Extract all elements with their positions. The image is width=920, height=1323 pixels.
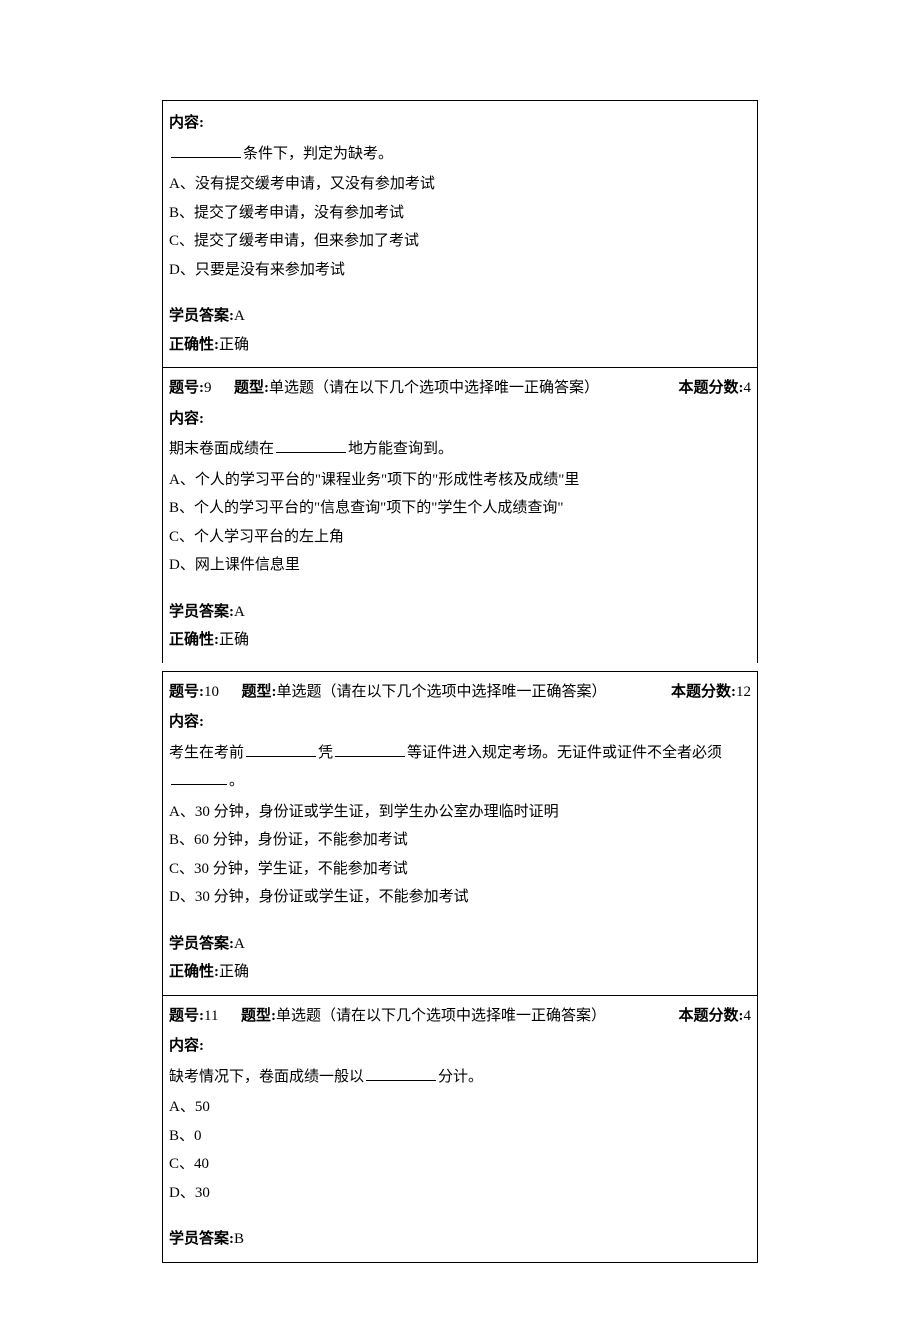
question-header: 题号:10 题型:单选题（请在以下几个选项中选择唯一正确答案） 本题分数:12 xyxy=(169,678,751,707)
question-header: 题号:11 题型:单选题（请在以下几个选项中选择唯一正确答案） 本题分数:4 xyxy=(169,1002,751,1031)
content-label: 内容: xyxy=(169,109,751,138)
stem-text: 条件下，判定为缺考。 xyxy=(243,146,393,162)
correctness-label: 正确性: xyxy=(169,632,219,648)
blank-field xyxy=(366,1066,436,1081)
student-answer-value: B xyxy=(234,1231,244,1247)
points-value: 4 xyxy=(744,1008,752,1024)
blank-field xyxy=(171,143,241,158)
content-label: 内容: xyxy=(169,708,751,737)
stem-suffix: 分计。 xyxy=(438,1069,483,1085)
option-d: D、网上课件信息里 xyxy=(169,551,751,580)
student-answer-value: A xyxy=(234,604,245,620)
student-answer-value: A xyxy=(234,936,245,952)
question-header: 题号:9 题型:单选题（请在以下几个选项中选择唯一正确答案） 本题分数:4 xyxy=(169,374,751,403)
question-type-label: 题型: xyxy=(241,1008,276,1024)
stem-part-3: 等证件进入规定考场。无证件或证件不全者必须 xyxy=(407,745,722,761)
header-left: 题号:10 题型:单选题（请在以下几个选项中选择唯一正确答案） xyxy=(169,678,607,707)
points-label: 本题分数: xyxy=(679,1008,744,1024)
blank-field xyxy=(171,770,227,785)
option-b: B、0 xyxy=(169,1122,751,1151)
question-box-9: 题号:9 题型:单选题（请在以下几个选项中选择唯一正确答案） 本题分数:4 内容… xyxy=(162,367,758,663)
option-a: A、没有提交缓考申请，又没有参加考试 xyxy=(169,170,751,199)
question-stem: 考生在考前 凭 等证件进入规定考场。无证件或证件不全者必须。 xyxy=(169,739,751,796)
question-no-value: 11 xyxy=(204,1008,218,1024)
option-c: C、30 分钟，学生证，不能参加考试 xyxy=(169,855,751,884)
points-label: 本题分数: xyxy=(679,380,744,396)
student-answer-row: 学员答案:A xyxy=(169,302,751,331)
question-box-10: 题号:10 题型:单选题（请在以下几个选项中选择唯一正确答案） 本题分数:12 … xyxy=(162,671,758,995)
correctness-label: 正确性: xyxy=(169,337,219,353)
question-type-label: 题型: xyxy=(234,380,269,396)
header-right: 本题分数:4 xyxy=(679,1002,752,1031)
option-a: A、个人的学习平台的"课程业务"项下的"形成性考核及成绩"里 xyxy=(169,466,751,495)
blank-field xyxy=(276,438,346,453)
question-stem: 条件下，判定为缺考。 xyxy=(169,140,751,169)
correctness-value: 正确 xyxy=(219,964,249,980)
options-list: A、50 B、0 C、40 D、30 xyxy=(169,1093,751,1207)
page-container: 内容: 条件下，判定为缺考。 A、没有提交缓考申请，又没有参加考试 B、提交了缓… xyxy=(0,0,920,1323)
student-answer-label: 学员答案: xyxy=(169,936,234,952)
question-box-11: 题号:11 题型:单选题（请在以下几个选项中选择唯一正确答案） 本题分数:4 内… xyxy=(162,995,758,1263)
blank-field xyxy=(335,742,405,757)
option-b: B、60 分钟，身份证，不能参加考试 xyxy=(169,826,751,855)
stem-prefix: 缺考情况下，卷面成绩一般以 xyxy=(169,1069,364,1085)
correctness-value: 正确 xyxy=(219,337,249,353)
student-answer-label: 学员答案: xyxy=(169,1231,234,1247)
question-type-label: 题型: xyxy=(242,684,277,700)
correctness-label: 正确性: xyxy=(169,964,219,980)
student-answer-label: 学员答案: xyxy=(169,308,234,324)
points-label: 本题分数: xyxy=(671,684,736,700)
option-d: D、30 xyxy=(169,1179,751,1208)
options-list: A、没有提交缓考申请，又没有参加考试 B、提交了缓考申请，没有参加考试 C、提交… xyxy=(169,170,751,284)
option-a: A、30 分钟，身份证或学生证，到学生办公室办理临时证明 xyxy=(169,798,751,827)
option-d: D、只要是没有来参加考试 xyxy=(169,256,751,285)
header-right: 本题分数:4 xyxy=(679,374,752,403)
header-left: 题号:9 题型:单选题（请在以下几个选项中选择唯一正确答案） xyxy=(169,374,599,403)
blank-field xyxy=(246,742,316,757)
box-gap xyxy=(162,663,758,671)
stem-prefix: 期末卷面成绩在 xyxy=(169,441,274,457)
header-right: 本题分数:12 xyxy=(671,678,751,707)
stem-suffix: 地方能查询到。 xyxy=(348,441,453,457)
correctness-value: 正确 xyxy=(219,632,249,648)
question-no-value: 9 xyxy=(204,380,212,396)
question-no-value: 10 xyxy=(204,684,219,700)
student-answer-label: 学员答案: xyxy=(169,604,234,620)
content-label: 内容: xyxy=(169,1032,751,1061)
stem-part-4: 。 xyxy=(229,773,244,789)
question-box-8: 内容: 条件下，判定为缺考。 A、没有提交缓考申请，又没有参加考试 B、提交了缓… xyxy=(162,100,758,367)
correctness-row: 正确性:正确 xyxy=(169,626,751,655)
stem-part-2: 凭 xyxy=(318,745,333,761)
option-d: D、30 分钟，身份证或学生证，不能参加考试 xyxy=(169,883,751,912)
correctness-row: 正确性:正确 xyxy=(169,331,751,360)
option-c: C、个人学习平台的左上角 xyxy=(169,523,751,552)
question-type-value: 单选题（请在以下几个选项中选择唯一正确答案） xyxy=(277,684,607,700)
content-label: 内容: xyxy=(169,405,751,434)
options-list: A、30 分钟，身份证或学生证，到学生办公室办理临时证明 B、60 分钟，身份证… xyxy=(169,798,751,912)
question-type-value: 单选题（请在以下几个选项中选择唯一正确答案） xyxy=(276,1008,606,1024)
stem-part-1: 考生在考前 xyxy=(169,745,244,761)
option-b: B、个人的学习平台的"信息查询"项下的"学生个人成绩查询" xyxy=(169,494,751,523)
student-answer-value: A xyxy=(234,308,245,324)
header-left: 题号:11 题型:单选题（请在以下几个选项中选择唯一正确答案） xyxy=(169,1002,606,1031)
option-c: C、40 xyxy=(169,1150,751,1179)
options-list: A、个人的学习平台的"课程业务"项下的"形成性考核及成绩"里 B、个人的学习平台… xyxy=(169,466,751,580)
option-b: B、提交了缓考申请，没有参加考试 xyxy=(169,199,751,228)
points-value: 12 xyxy=(736,684,751,700)
student-answer-row: 学员答案:B xyxy=(169,1225,751,1254)
question-no-label: 题号: xyxy=(169,1008,204,1024)
points-value: 4 xyxy=(744,380,752,396)
correctness-row: 正确性:正确 xyxy=(169,958,751,987)
option-c: C、提交了缓考申请，但来参加了考试 xyxy=(169,227,751,256)
question-stem: 缺考情况下，卷面成绩一般以 分计。 xyxy=(169,1063,751,1092)
option-a: A、50 xyxy=(169,1093,751,1122)
question-type-value: 单选题（请在以下几个选项中选择唯一正确答案） xyxy=(269,380,599,396)
question-no-label: 题号: xyxy=(169,380,204,396)
question-stem: 期末卷面成绩在 地方能查询到。 xyxy=(169,435,751,464)
student-answer-row: 学员答案:A xyxy=(169,598,751,627)
question-no-label: 题号: xyxy=(169,684,204,700)
student-answer-row: 学员答案:A xyxy=(169,930,751,959)
